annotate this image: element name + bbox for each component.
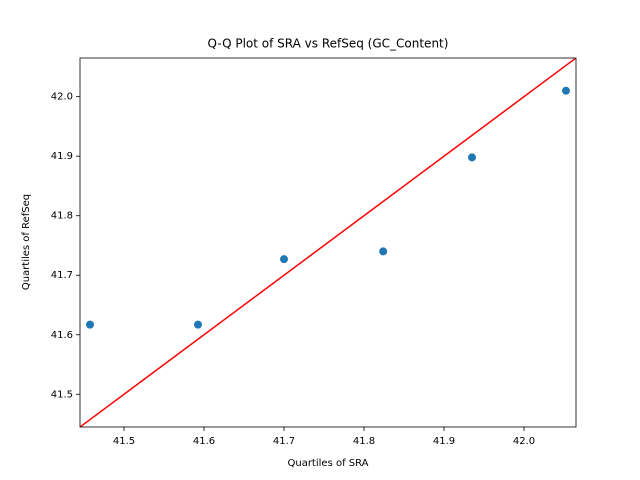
- y-axis-label: Quartiles of RefSeq: [21, 194, 32, 290]
- x-tick-label: 42.0: [513, 436, 535, 447]
- x-tick-label: 41.8: [353, 436, 375, 447]
- point: [86, 320, 94, 329]
- point: [468, 153, 476, 162]
- y-tick-label: 41.6: [51, 330, 73, 341]
- point: [280, 255, 288, 264]
- y-tick-label: 41.5: [51, 389, 73, 400]
- x-tick-label: 41.6: [193, 436, 215, 447]
- y-tick-label: 41.8: [51, 211, 73, 222]
- x-tick-label: 41.5: [113, 436, 135, 447]
- chart-title: Q-Q Plot of SRA vs RefSeq (GC_Content): [208, 37, 449, 51]
- x-axis-label: Quartiles of SRA: [287, 458, 368, 469]
- reference-line: [80, 58, 576, 427]
- y-tick-label: 41.7: [51, 270, 73, 281]
- x-tick-label: 41.7: [273, 436, 295, 447]
- x-tick-label: 41.9: [433, 436, 455, 447]
- point: [194, 320, 202, 329]
- y-tick-label: 42.0: [51, 92, 73, 103]
- y-tick-label: 41.9: [51, 151, 73, 162]
- point: [562, 86, 570, 95]
- plot-frame: [79, 57, 577, 428]
- point: [379, 247, 388, 256]
